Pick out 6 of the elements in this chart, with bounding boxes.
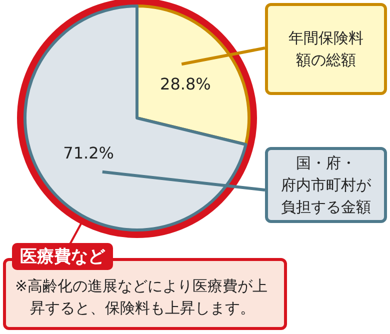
text: 医療費など [12, 243, 113, 270]
text: ※高齢化の進展などにより医療費が上昇すると、保険料も上昇します。 [15, 277, 268, 317]
data-label: 71.2% [63, 144, 114, 163]
slice-label: 国・府・府内市町村が負担する金額 [280, 153, 372, 218]
slice-label: 年間保険料額の総額 [288, 28, 364, 71]
data-label: 28.8% [160, 74, 211, 94]
